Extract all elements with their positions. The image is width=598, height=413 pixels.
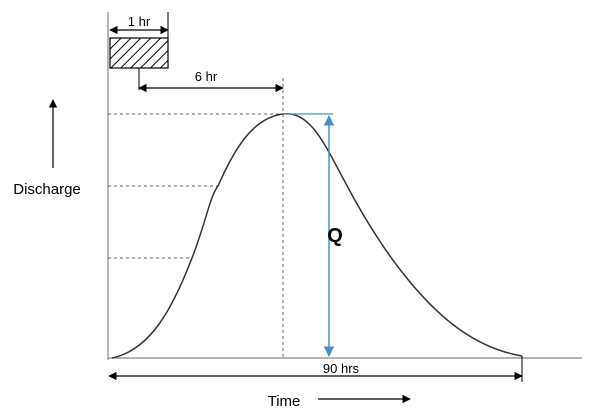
peak-q-label: Q xyxy=(327,225,343,247)
x-axis-label: Time xyxy=(268,393,301,410)
base-time-label: 90 hrs xyxy=(323,361,360,376)
y-axis-label: Discharge xyxy=(13,181,81,198)
lag-time-label: 6 hr xyxy=(195,69,218,84)
hydrograph-curve xyxy=(111,113,523,359)
rain-duration-label: 1 hr xyxy=(128,14,151,29)
rainfall-block xyxy=(109,37,169,69)
